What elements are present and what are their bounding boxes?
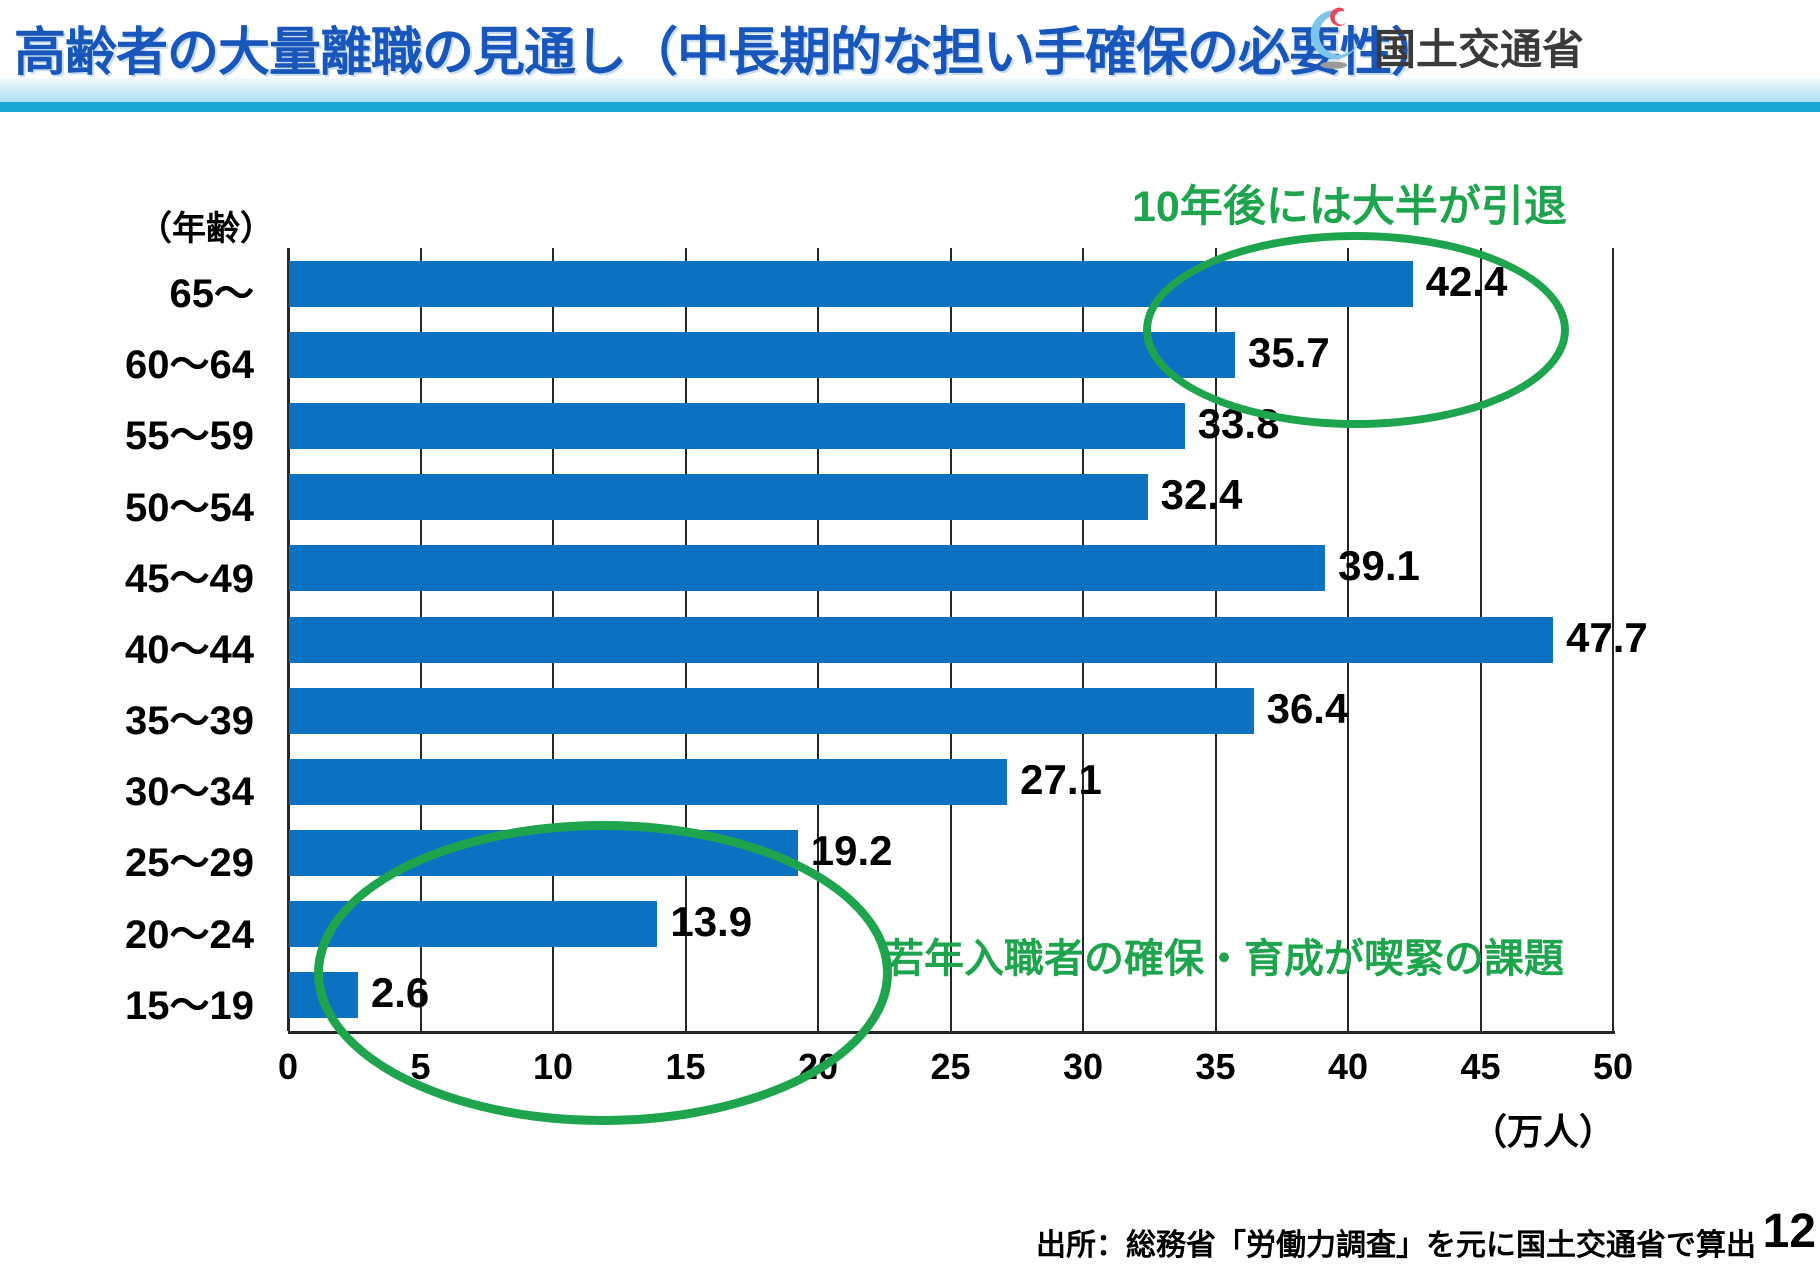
agency-name: 国土交通省 [1374,26,1585,73]
page-title: 高齢者の大量離職の見通し（中長期的な担い手確保の必要性） [14,24,1443,82]
category-label: 50～54 [125,485,254,530]
annotation-young-workers: 若年入職者の確保・育成が喫緊の課題 [884,937,1564,981]
bar-value-label: 47.7 [1566,613,1648,661]
bar [289,545,1326,592]
ellipse-young-group [314,821,892,1125]
gridline [1612,248,1614,1031]
category-label: 20～24 [125,912,254,957]
page-number: 12 [1762,1205,1816,1258]
category-label: 35～39 [125,699,254,744]
x-tick-label: 40 [1327,1046,1369,1087]
x-tick-label: 25 [930,1046,971,1087]
bar-value-label: 27.1 [1020,755,1102,803]
logo-shadow [1320,61,1348,69]
bar [289,687,1254,734]
bar [289,474,1148,521]
bar-value-label: 19.2 [810,827,893,875]
category-label: 60～64 [125,343,254,388]
bar-value-label: 36.4 [1266,684,1349,732]
bar [289,402,1185,449]
bar [289,758,1008,805]
source-note: 出所：総務省「労働力調査」を元に国土交通省で算出 [1036,1229,1756,1262]
x-tick-label: 0 [277,1046,299,1087]
bar-value-label: 32.4 [1160,471,1243,519]
annotation-retirement: 10年後には大半が引退 [1132,183,1567,231]
x-tick-label: 45 [1460,1046,1501,1087]
y-axis-unit-label: （年齢） [138,210,274,248]
category-label: 65～ [169,272,255,316]
ellipse-elderly-group [1143,232,1569,428]
logo-blue-swirl [1310,10,1360,59]
category-label: 15～19 [125,983,254,1028]
category-label: 30～34 [125,770,254,815]
logo-red-swirl [1330,7,1348,26]
mlit-logo-icon [1310,7,1360,69]
category-label: 55～59 [125,414,254,459]
category-label: 25～29 [125,841,254,886]
bar-value-label: 39.1 [1338,542,1420,590]
x-tick-label: 30 [1062,1046,1104,1087]
x-axis-line [288,1031,1615,1034]
header-band [0,78,1820,102]
category-label: 45～49 [125,556,254,601]
header-stripe [0,102,1820,112]
x-tick-label: 35 [1195,1046,1236,1087]
bar [289,331,1236,378]
bar [289,616,1554,663]
x-axis-unit-label: （万人） [1470,1111,1615,1152]
category-label: 40～44 [125,627,254,672]
x-tick-label: 50 [1592,1046,1634,1087]
y-axis-line [286,248,290,1031]
